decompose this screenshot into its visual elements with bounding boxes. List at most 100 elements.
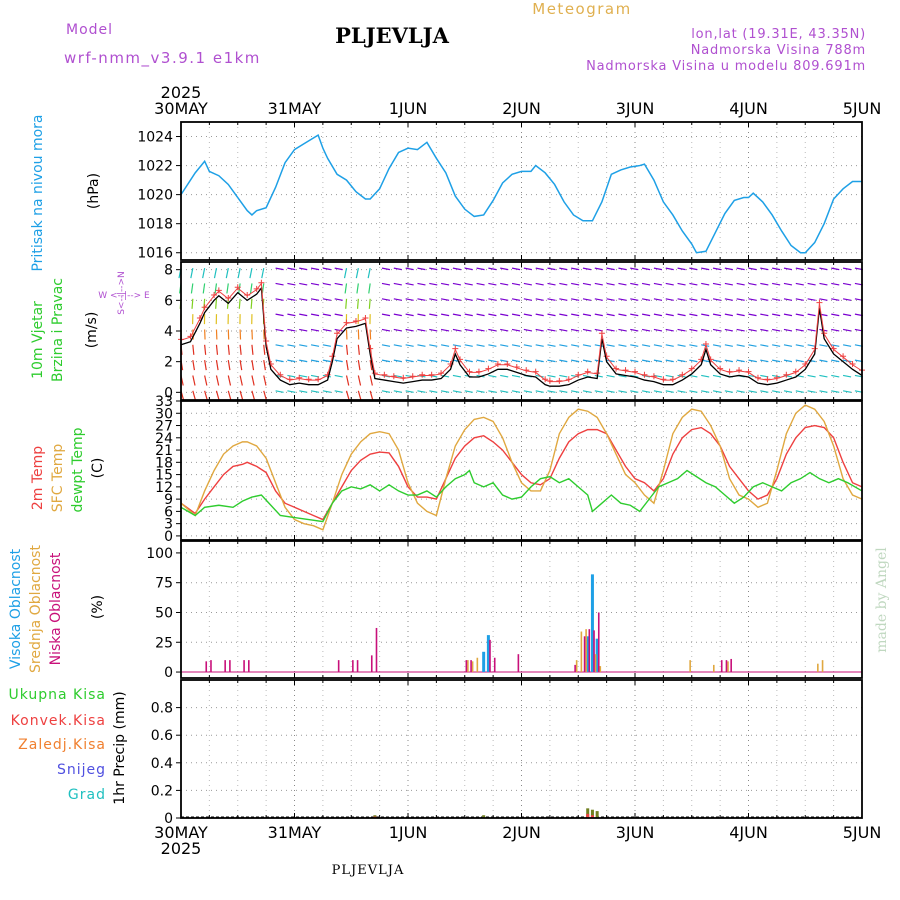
wind-arrow (393, 267, 402, 271)
wind-arrow (299, 344, 308, 347)
wind-arrow (712, 390, 722, 393)
mid-cloud-bar (476, 657, 479, 673)
wind-arrow (736, 313, 745, 317)
wind-arrow (393, 328, 402, 332)
wind-arrow (677, 282, 686, 286)
convective-rain-bar (590, 815, 594, 818)
wind-arrow (712, 267, 722, 271)
panel-frame (180, 540, 863, 679)
wind-arrow (204, 375, 208, 386)
wind-arrow (523, 344, 532, 347)
wind-arrow (452, 267, 462, 271)
wind-arrow (712, 313, 722, 317)
wind-arrow (464, 313, 473, 317)
wind-arrow (299, 282, 308, 286)
wind-arrow (594, 298, 603, 301)
wind-arrow (500, 344, 509, 347)
temp-unit: (C) (90, 458, 106, 479)
gust-marker (688, 365, 695, 372)
wind-arrow (689, 298, 698, 301)
wind-arrow (310, 344, 320, 347)
low-cloud-bar (337, 660, 340, 673)
gust-marker (211, 291, 218, 298)
wind-arrow (440, 313, 450, 317)
low-cloud-bar (375, 627, 378, 673)
product-title: Meteogram (532, 0, 631, 18)
wind-arrow (310, 359, 320, 363)
wind-arrow (417, 313, 426, 317)
wind-arrow (275, 390, 284, 393)
wind-arrow (356, 298, 359, 309)
wind-title-1: 10m Vjetar (30, 301, 46, 379)
model-label: Model (66, 22, 113, 38)
wind-arrow (618, 359, 627, 363)
wind-arrow (275, 344, 284, 347)
wind-arrow (559, 313, 568, 317)
time-label-top: 30MAY (154, 99, 208, 118)
wind-arrow (618, 298, 627, 301)
y-tick-label: 1018 (137, 217, 173, 233)
wind-arrow (783, 298, 793, 301)
time-label-bottom: 30MAY (154, 823, 208, 842)
wind-arrow (464, 359, 473, 363)
y-tick-label: 33 (155, 394, 173, 410)
wind-arrow (606, 313, 615, 317)
wind-arrow (701, 328, 710, 332)
wind-arrow (215, 360, 219, 371)
wind-arrow (831, 267, 840, 271)
wind-arrow (405, 328, 414, 332)
wind-arrow (783, 328, 793, 332)
credit: made by Angel (874, 547, 890, 653)
wind-arrow (440, 344, 450, 347)
wind-arrow (701, 267, 710, 271)
station-title: PLJEVLJA (335, 23, 449, 48)
wind-arrow (440, 298, 450, 301)
wind-arrow (511, 282, 521, 286)
wind-arrow (582, 298, 592, 301)
wind-arrow (618, 344, 627, 347)
model-name: wrf-nmm_v3.9.1 e1km (64, 49, 261, 68)
wind-arrow (606, 298, 615, 301)
wind-arrow (535, 390, 544, 393)
wind-arrow (310, 328, 320, 332)
mid-cloud-bar (471, 661, 474, 673)
compass-vertical: S<--|-->N (117, 271, 127, 315)
wind-arrow (653, 313, 663, 317)
wind-arrow (488, 390, 497, 393)
wind-arrow (712, 344, 722, 347)
wind-arrow (807, 313, 816, 317)
y-tick-label: 75 (155, 576, 173, 592)
wind-arrow (523, 267, 532, 271)
wind-arrow (239, 344, 242, 355)
wind-arrow (689, 390, 698, 393)
wind-arrow (630, 282, 639, 286)
wind-arrow (630, 344, 639, 347)
wind-arrow (287, 298, 296, 301)
wind-arrow (523, 282, 532, 286)
wind-arrow (322, 328, 331, 332)
wind-arrow (677, 298, 686, 301)
wind-arrow (488, 344, 497, 347)
y-tick-label: 1020 (137, 188, 173, 204)
wind-arrow (500, 282, 509, 286)
wind-arrow (299, 390, 308, 393)
wind-arrow (476, 390, 485, 393)
wind-arrow (322, 313, 331, 317)
legend-hail: Grad (68, 787, 106, 803)
wind-arrow (367, 268, 371, 279)
wind-arrow (511, 267, 521, 271)
wind-arrow (310, 282, 320, 286)
wind-arrow (417, 390, 426, 393)
wind-arrow (322, 267, 331, 271)
total-rain-bar (482, 815, 486, 818)
wind-arrow (287, 390, 296, 393)
y-tick-label: 18 (155, 455, 173, 471)
wind-arrow (322, 282, 331, 286)
mid-cloud-bar (599, 666, 602, 673)
wind-arrow (724, 298, 733, 301)
wind-arrow (429, 298, 438, 301)
wind-arrow (299, 359, 308, 363)
wind-arrow (310, 298, 320, 301)
wind-arrow (500, 267, 509, 271)
wind-arrow (429, 359, 438, 363)
